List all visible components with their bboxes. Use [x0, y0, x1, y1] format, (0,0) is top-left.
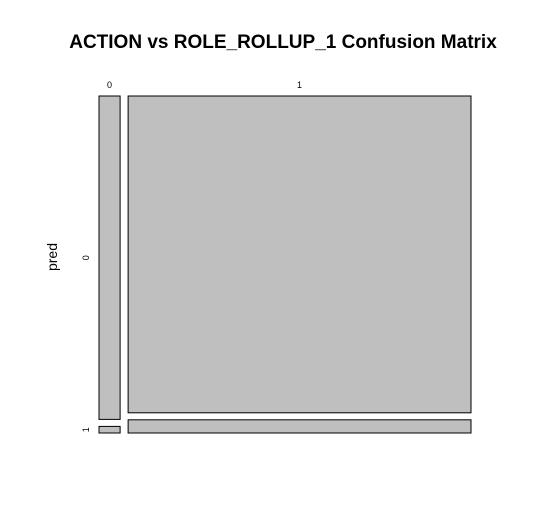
column-tick-label-1: 1: [297, 80, 302, 90]
mosaic-cells: [98, 95, 472, 434]
row-tick-label-1: 1: [81, 427, 91, 432]
mosaic-cell-0-0: [98, 95, 121, 420]
chart-title: ACTION vs ROLE_ROLLUP_1 Confusion Matrix: [69, 32, 497, 53]
row-tick-labels: 01: [81, 255, 91, 432]
mosaic-cell-1-1: [127, 419, 472, 434]
row-tick-label-0: 0: [81, 255, 91, 260]
mosaic-cell-1-0: [127, 95, 472, 414]
column-tick-label-0: 0: [107, 80, 112, 90]
y-axis-label: pred: [44, 243, 60, 271]
mosaic-cell-0-1: [98, 425, 121, 434]
